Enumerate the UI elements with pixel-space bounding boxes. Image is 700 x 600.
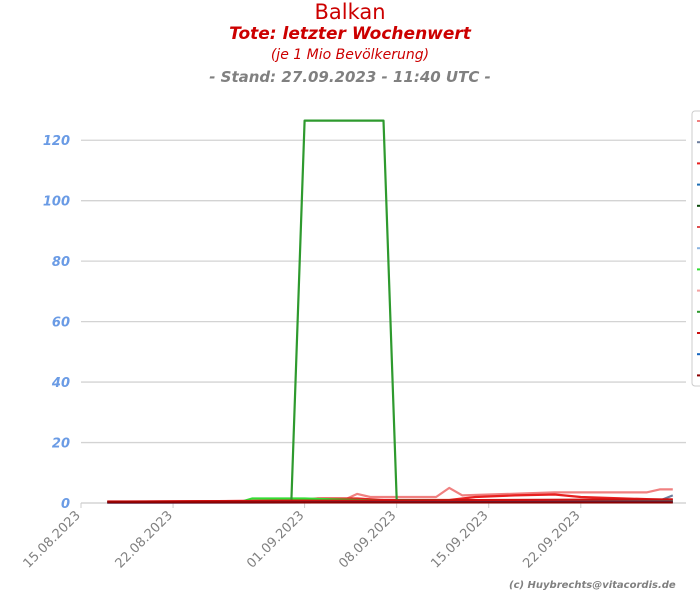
y-tick-label: 80 [52,255,70,270]
x-tick-label: 01.09.2023 [244,508,307,571]
y-tick-label: 20 [52,437,70,452]
y-tick-label: 120 [43,134,70,149]
series-layer [107,119,674,504]
chart-unit-note: (je 1 Mio Bevölkerung) [270,47,430,63]
y-tick-label: 100 [43,195,70,210]
x-axis: 15.08.2023 22.08.2023 01.09.2023 08.09.2023… [21,503,584,571]
x-tick-label: 22.09.2023 [520,508,583,571]
x-tick-label: 22.08.2023 [113,508,176,571]
x-tick-label: 08.09.2023 [336,508,399,571]
y-axis: 0 20 40 60 80 100 120 [43,134,70,512]
chart-timestamp: - Stand: 27.09.2023 - 11:40 UTC - [209,68,491,86]
chart-subtitle: Tote: letzter Wochenwert [229,24,471,44]
y-tick-label: 60 [52,316,70,331]
series-line [107,498,673,503]
x-tick-label: 15.08.2023 [21,508,84,571]
x-tick-label: 15.09.2023 [428,508,491,571]
grid-lines [81,139,686,504]
legend [691,110,700,387]
copyright-credit: (c) Huybrechts@vitacordis.de [509,580,676,591]
legend-box [691,110,700,387]
series-line [290,119,673,503]
y-tick-label: 40 [51,376,70,391]
chart-title: Balkan [314,0,386,24]
y-tick-label: 0 [61,497,70,512]
